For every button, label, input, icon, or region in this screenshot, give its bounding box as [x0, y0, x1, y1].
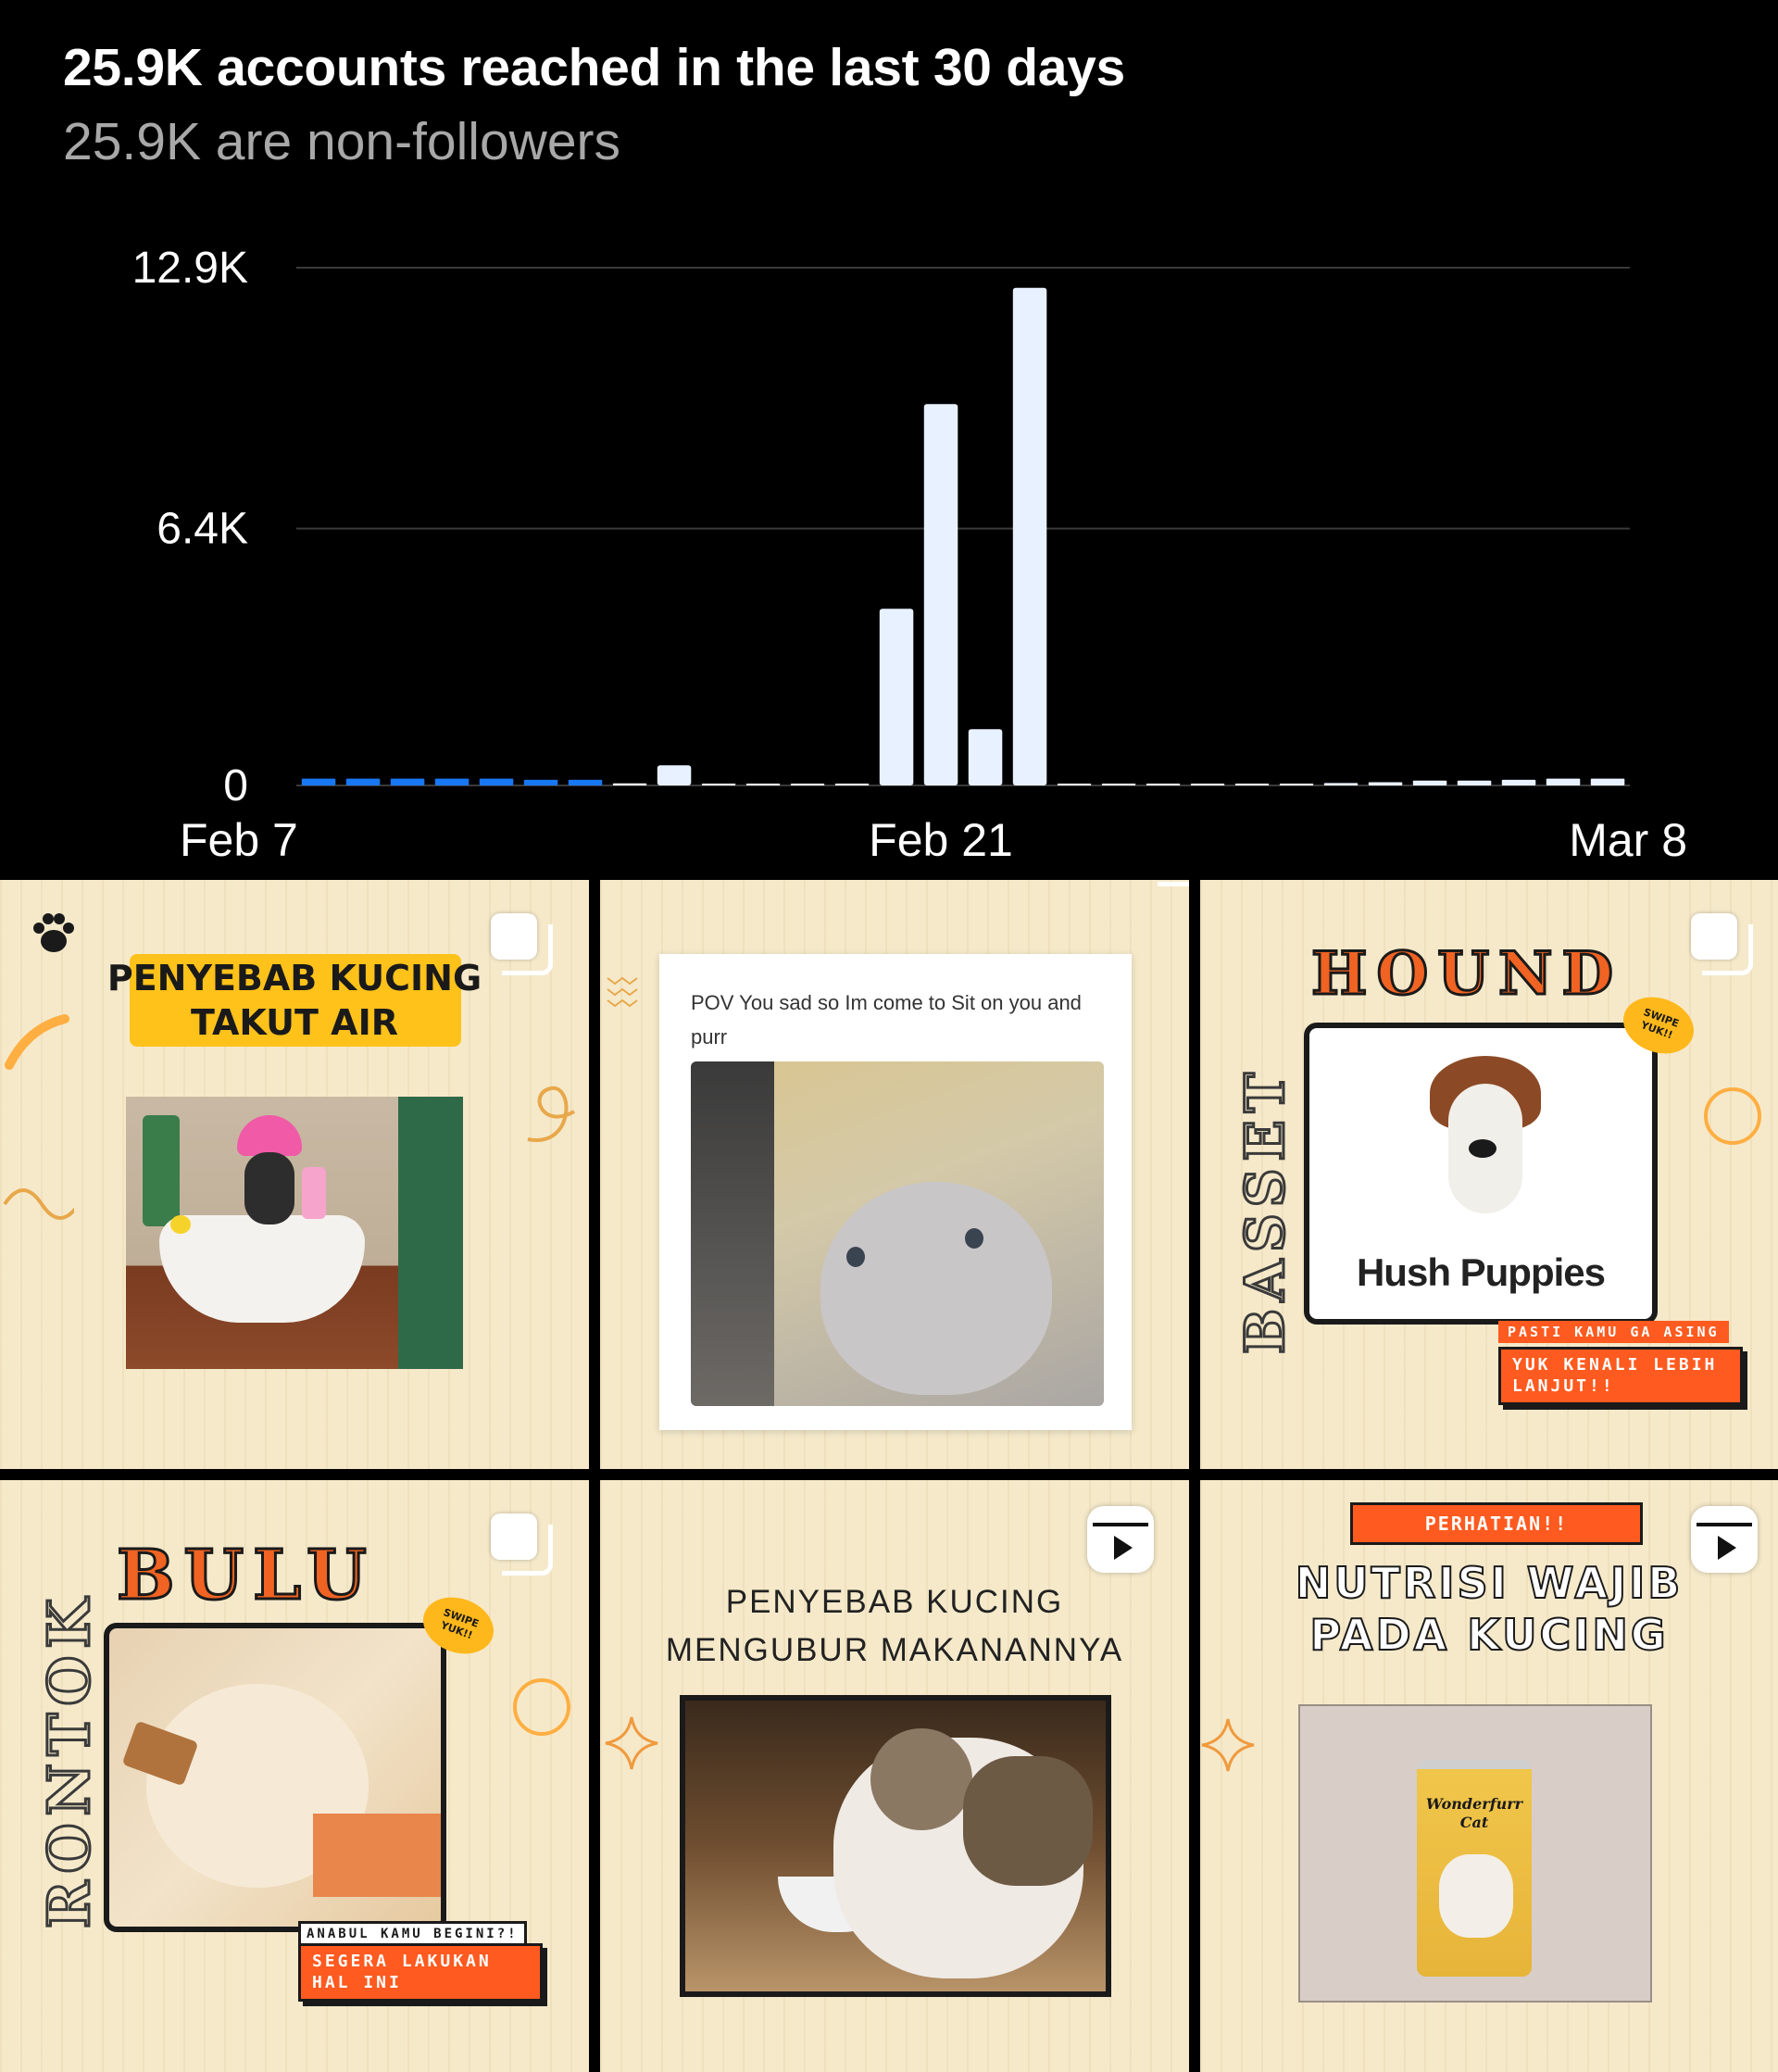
non-followers-subline: 25.9K are non-followers	[63, 112, 621, 171]
post-title-line1: PENYEBAB KUCING	[106, 958, 482, 998]
reel-icon	[1087, 1506, 1154, 1573]
cat-closeup-photo	[691, 1061, 1104, 1406]
cat-bath-photo	[126, 1097, 463, 1369]
chart-bar-feb-12[interactable]	[523, 779, 558, 785]
chart-bar-feb-10[interactable]	[434, 778, 470, 785]
chart-bar-feb-9[interactable]	[390, 778, 425, 785]
chart-bar-mar-2[interactable]	[1323, 783, 1359, 785]
chart-bar-feb-19[interactable]	[834, 784, 870, 785]
post-grid: PENYEBAB KUCING TAKUT AIR POV You sad so…	[0, 880, 1778, 2072]
x-axis-ticks: Feb 7 Feb 21 Mar 8	[180, 814, 1687, 866]
post-title-hound: HOUND	[1309, 938, 1623, 1011]
chart-bar-feb-7[interactable]	[301, 778, 336, 785]
squiggle-decoration	[3, 1014, 74, 1220]
carousel-multi-icon	[491, 1513, 553, 1576]
post-title-line2: TAKUT AIR	[191, 1002, 398, 1043]
chart-bar-feb-16[interactable]	[701, 784, 736, 785]
x-tick-label: Feb 7	[180, 814, 298, 866]
title-highlight	[130, 954, 461, 1047]
chart-bar-feb-27[interactable]	[1190, 784, 1225, 785]
cat-food-can-photo: Wonderfurr Cat	[1298, 1704, 1652, 2003]
x-tick-label: Feb 21	[869, 814, 1013, 866]
circle-decoration	[513, 1678, 570, 1736]
chart-bar-mar-4[interactable]	[1412, 780, 1447, 785]
y-tick-label: 6.4K	[157, 505, 248, 554]
chart-bar-feb-17[interactable]	[745, 784, 781, 785]
chart-bar-feb-21[interactable]	[923, 404, 958, 785]
badge-caption-small: PASTI KAMU GA ASING	[1498, 1321, 1729, 1343]
brand-label: Hush Puppies	[1356, 1250, 1606, 1294]
can-brand-label: Wonderfurr Cat	[1425, 1795, 1523, 1831]
chart-bar-mar-1[interactable]	[1279, 784, 1314, 785]
chart-bar-feb-18[interactable]	[790, 784, 825, 785]
chart-bar-feb-8[interactable]	[345, 778, 381, 785]
post-title-bulu: BULU	[116, 1535, 376, 1617]
post-tile-bulu-rontok[interactable]: BULU RONTOK SWIPE YUK!! ANABUL KAMU BEGI…	[0, 1480, 589, 2072]
post-title-line2: PADA KUCING	[1308, 1609, 1669, 1661]
sparkle-decoration	[1201, 1718, 1255, 1772]
chart-bar-feb-11[interactable]	[479, 778, 514, 785]
post-tile-mengubur-makanan[interactable]: PENYEBAB KUCING MENGUBUR MAKANANNYA	[600, 1480, 1189, 2072]
post-title-line1: NUTRISI WAJIB	[1295, 1557, 1684, 1609]
chart-bar-feb-23[interactable]	[1012, 287, 1047, 785]
carousel-multi-icon	[1146, 880, 1189, 886]
post-vertical-title-basset: BASSET	[1233, 1064, 1298, 1356]
chart-gridlines	[296, 267, 1630, 786]
loop-decoration	[527, 1086, 575, 1142]
chart-bar-feb-22[interactable]	[968, 729, 1003, 785]
post-tile-pov-cat[interactable]: POV You sad so Im come to Sit on you and…	[600, 880, 1189, 1469]
chart-bar-mar-6[interactable]	[1501, 779, 1536, 785]
chart-bar-feb-13[interactable]	[568, 779, 603, 785]
chart-bar-feb-20[interactable]	[879, 609, 914, 785]
y-tick-label: 12.9K	[132, 244, 248, 293]
chart-bar-feb-26[interactable]	[1146, 784, 1181, 785]
reel-icon	[1691, 1506, 1758, 1573]
post-tile-nutrisi-wajib[interactable]: PERHATIAN!! NUTRISI WAJIB PADA KUCING Wo…	[1200, 1480, 1778, 2072]
chart-bar-mar-5[interactable]	[1457, 780, 1492, 785]
sparkle-decoration	[605, 1716, 658, 1770]
cat-eating-photo	[680, 1695, 1111, 1997]
carousel-multi-icon	[491, 913, 553, 975]
chart-bar-feb-24[interactable]	[1057, 784, 1092, 785]
badge-caption-main: SEGERA LAKUKAN HAL INI	[298, 1943, 543, 2002]
perhatian-badge: PERHATIAN!!	[1350, 1502, 1643, 1545]
chart-bar-feb-28[interactable]	[1234, 784, 1270, 785]
badge-caption-main: YUK KENALI LEBIH LANJUT!!	[1498, 1347, 1743, 1405]
reach-headline: 25.9K accounts reached in the last 30 da…	[63, 38, 1125, 97]
chart-bars	[301, 287, 1625, 786]
post-title-line1: PENYEBAB KUCING	[725, 1584, 1064, 1620]
zigzag-decoration	[607, 976, 638, 1008]
circle-decoration	[1704, 1087, 1761, 1145]
x-tick-label: Mar 8	[1569, 814, 1687, 866]
reach-bar-chart[interactable]: 12.9K 6.4K 0 Feb 7 Feb 21 Mar 8	[0, 213, 1778, 880]
dog-photo-frame: Hush Puppies	[1304, 1023, 1658, 1325]
chart-bar-feb-15[interactable]	[657, 765, 692, 785]
reach-insights-panel: 25.9K accounts reached in the last 30 da…	[0, 0, 1778, 880]
y-axis-ticks: 12.9K 6.4K 0	[132, 244, 248, 810]
chart-bar-feb-14[interactable]	[612, 783, 647, 785]
chart-bar-feb-25[interactable]	[1101, 784, 1136, 785]
post-vertical-title-rontok: RONTOK	[34, 1589, 105, 1929]
y-tick-label: 0	[223, 761, 248, 810]
meme-caption: POV You sad so Im come to Sit on you and…	[691, 991, 1082, 1049]
dog-grooming-photo	[104, 1623, 446, 1932]
chart-bar-mar-7[interactable]	[1546, 778, 1581, 785]
carousel-multi-icon	[1691, 913, 1753, 975]
chart-bar-mar-8[interactable]	[1590, 778, 1625, 785]
post-tile-basset-hound[interactable]: HOUND BASSET Hush Puppies SWIPE YUK!! PA…	[1200, 880, 1778, 1469]
chart-bar-mar-3[interactable]	[1368, 782, 1403, 786]
post-tile-takut-air[interactable]: PENYEBAB KUCING TAKUT AIR	[0, 880, 589, 1469]
paw-logo-icon	[33, 913, 74, 952]
post-title-line2: MENGUBUR MAKANANNYA	[665, 1632, 1124, 1668]
